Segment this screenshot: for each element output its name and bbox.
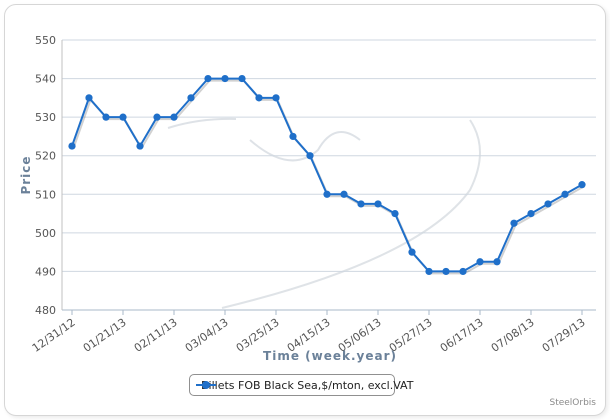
data-point[interactable] bbox=[459, 267, 467, 276]
data-point[interactable] bbox=[323, 190, 331, 198]
y-tick-label: 510 bbox=[35, 188, 56, 201]
x-tick-label: 01/21/13 bbox=[81, 316, 129, 355]
legend[interactable]: Billets FOB Black Sea,$/mton, excl.VAT bbox=[189, 374, 413, 396]
data-point[interactable] bbox=[527, 209, 535, 218]
data-point[interactable] bbox=[340, 190, 348, 198]
x-tick-label: 07/08/13 bbox=[489, 316, 537, 355]
data-point[interactable] bbox=[391, 209, 399, 218]
data-point[interactable] bbox=[357, 200, 365, 208]
data-point[interactable] bbox=[68, 142, 76, 150]
data-point[interactable] bbox=[102, 113, 110, 121]
y-tick-label: 480 bbox=[35, 304, 56, 317]
data-point[interactable] bbox=[289, 132, 297, 141]
data-point[interactable] bbox=[442, 267, 450, 276]
data-point[interactable] bbox=[408, 248, 416, 256]
data-point[interactable] bbox=[272, 94, 280, 102]
data-point[interactable] bbox=[374, 200, 382, 208]
data-point[interactable] bbox=[153, 113, 161, 121]
data-point[interactable] bbox=[85, 94, 93, 102]
y-tick-label: 530 bbox=[35, 111, 56, 124]
y-tick-label: 490 bbox=[35, 265, 56, 278]
x-tick-label: 06/17/13 bbox=[438, 316, 486, 355]
data-point[interactable] bbox=[136, 142, 144, 150]
x-axis-title: Time (week.year) bbox=[263, 349, 397, 363]
series-line-shadow bbox=[72, 79, 584, 275]
data-point[interactable] bbox=[204, 74, 212, 83]
y-tick-label: 520 bbox=[35, 150, 56, 163]
data-point[interactable] bbox=[119, 113, 127, 121]
data-point[interactable] bbox=[493, 258, 501, 266]
x-tick-label: 03/04/13 bbox=[183, 316, 231, 355]
data-point[interactable] bbox=[221, 74, 229, 83]
series-line bbox=[71, 77, 583, 273]
y-tick-label: 500 bbox=[35, 227, 56, 240]
watermark-logo bbox=[167, 117, 481, 309]
y-tick-label: 540 bbox=[35, 73, 56, 86]
data-point[interactable] bbox=[578, 181, 586, 189]
data-point[interactable] bbox=[187, 94, 195, 102]
y-axis-title: Price bbox=[19, 155, 33, 194]
data-point[interactable] bbox=[510, 219, 518, 227]
chart-frame bbox=[4, 4, 606, 416]
x-tick-label: 02/11/13 bbox=[132, 316, 180, 355]
data-point[interactable] bbox=[476, 258, 484, 266]
y-tick-label: 550 bbox=[35, 34, 56, 47]
data-point[interactable] bbox=[306, 152, 314, 160]
data-point[interactable] bbox=[238, 74, 246, 83]
legend-series-label: Billets FOB Black Sea,$/mton, excl.VAT bbox=[201, 378, 414, 392]
data-point[interactable] bbox=[561, 190, 569, 198]
data-point[interactable] bbox=[170, 113, 178, 121]
x-tick-label: 12/31/12 bbox=[30, 316, 78, 355]
data-point[interactable] bbox=[255, 94, 263, 102]
x-tick-label: 07/29/13 bbox=[540, 316, 588, 355]
credit-text: SteelOrbis bbox=[549, 398, 596, 408]
data-point[interactable] bbox=[544, 200, 552, 208]
data-point[interactable] bbox=[425, 267, 433, 276]
